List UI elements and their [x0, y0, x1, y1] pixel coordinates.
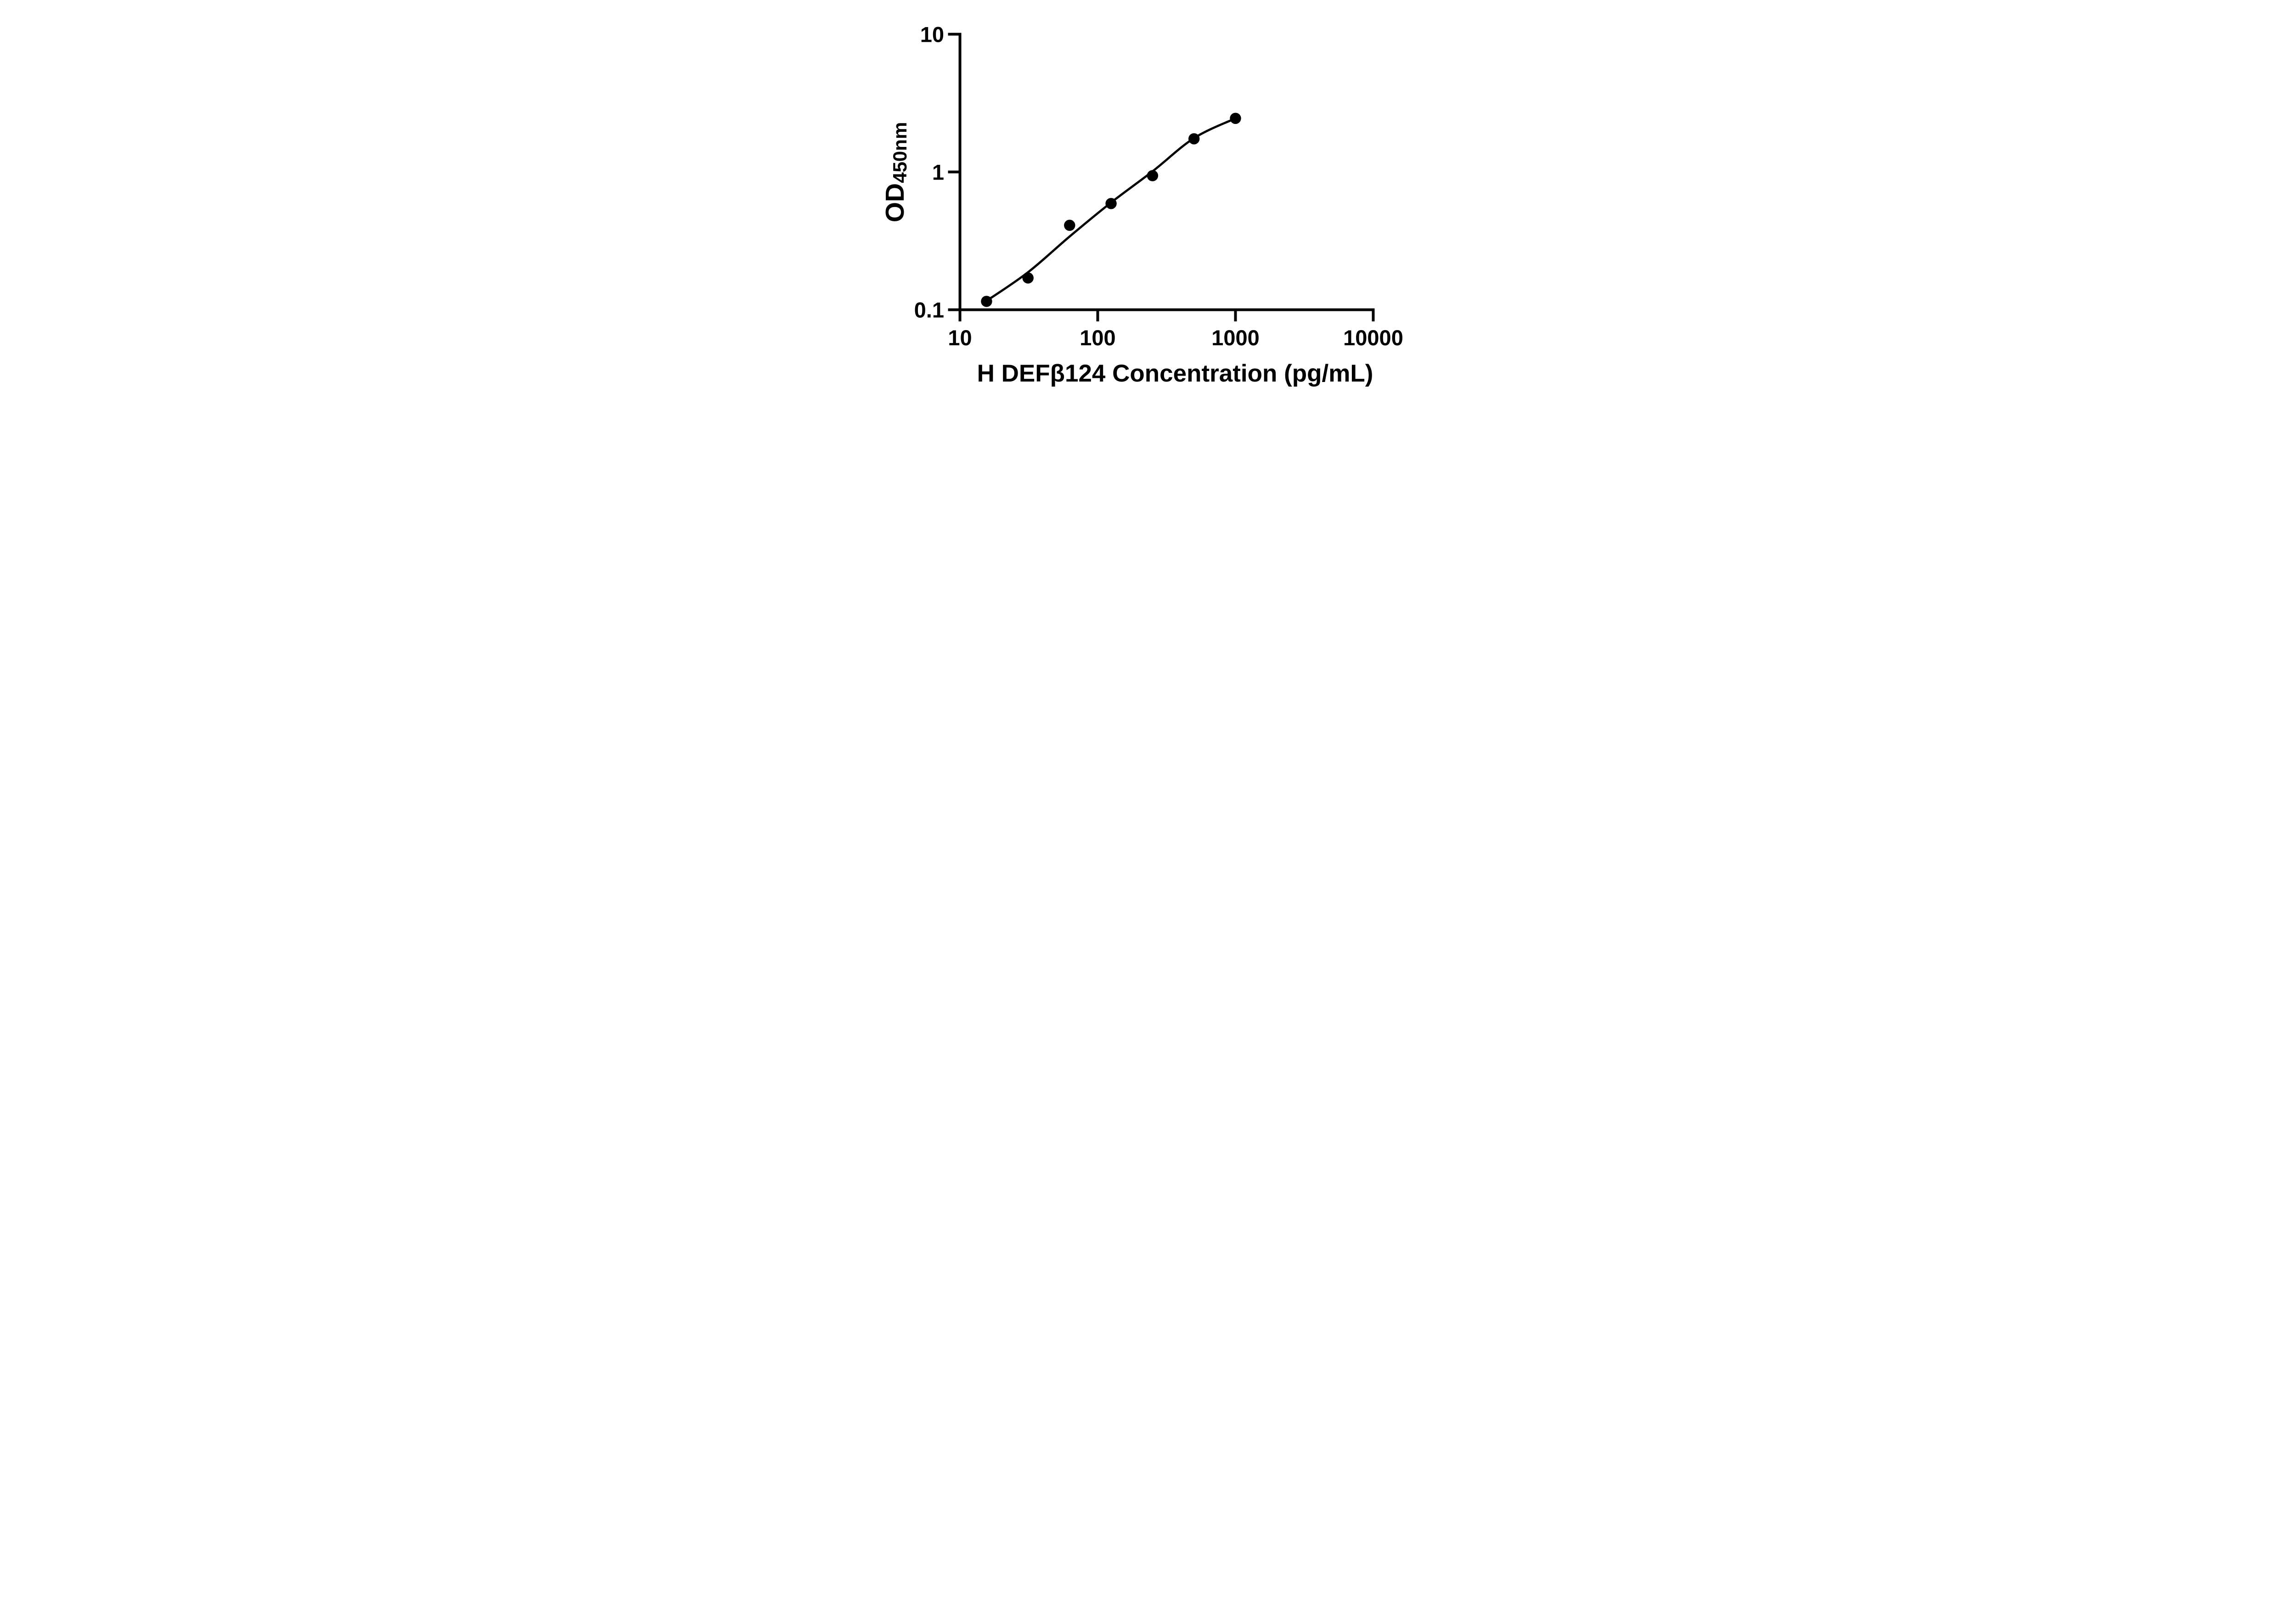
data-point	[980, 296, 992, 307]
y-tick-label: 0.1	[914, 298, 944, 322]
figure-page: 10 1 0.1 10 100 1000 10000 H DEFβ124 Concentra…	[0, 0, 2296, 404]
x-tick-label: 1000	[1211, 326, 1260, 350]
data-point	[1188, 133, 1199, 145]
data-point	[1105, 198, 1117, 209]
y-axis-title-subscript: 450nm	[889, 122, 911, 183]
y-tick-label: 10	[920, 22, 944, 46]
data-point	[1064, 219, 1075, 231]
elisa-standard-curve-figure: 10 1 0.1 10 100 1000 10000 H DEFβ124 Concentra…	[858, 0, 1438, 404]
x-tick-label: 10000	[1343, 326, 1403, 350]
fit-curve-layer	[985, 117, 1236, 302]
x-tick-label: 100	[1080, 326, 1115, 350]
y-axis-title: OD450nm	[880, 122, 911, 223]
fit-curve	[985, 117, 1236, 302]
y-tick-label: 1	[932, 160, 944, 184]
x-tick-label: 10	[948, 326, 972, 350]
data-point	[1229, 112, 1241, 124]
x-axis-title: H DEFβ124 Concentration (pg/mL)	[977, 360, 1373, 387]
data-point	[1022, 272, 1034, 284]
data-point	[1147, 170, 1158, 181]
data-points-layer	[980, 112, 1241, 307]
y-axis-title-main: OD	[880, 183, 910, 223]
axes-layer	[948, 33, 1374, 321]
